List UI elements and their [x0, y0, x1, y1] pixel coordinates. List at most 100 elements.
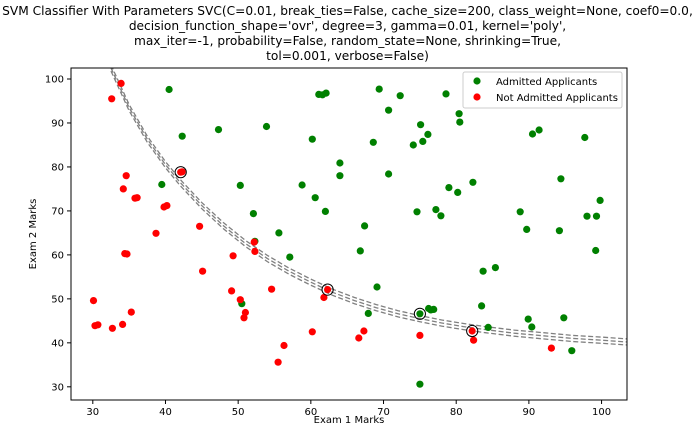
- admitted-point: [484, 323, 492, 331]
- not-admitted-point: [119, 320, 127, 328]
- chart-title: SVM Classifier With Parameters SVC(C=0.0…: [0, 4, 695, 64]
- support-vector-marker: [413, 307, 426, 320]
- admitted-point: [158, 180, 166, 189]
- y-tick-label: 60: [51, 250, 64, 261]
- not-admitted-point: [121, 250, 129, 258]
- x-tick-label: 30: [86, 407, 99, 418]
- admitted-point: [442, 90, 450, 98]
- admitted-point: [417, 121, 425, 129]
- not-admitted-point: [229, 252, 237, 260]
- support-vector-marker: [466, 324, 479, 338]
- admitted-point: [592, 212, 601, 220]
- x-tick-label: 70: [377, 407, 390, 418]
- not-admitted-point: [163, 202, 171, 210]
- support-vectors: [174, 166, 479, 338]
- admitted-point: [336, 172, 344, 180]
- admitted-point: [249, 210, 257, 218]
- admitted-point: [275, 229, 283, 237]
- x-tick-label: 90: [523, 407, 536, 418]
- admitted-point: [165, 85, 173, 94]
- admitted-point: [298, 181, 306, 189]
- not-admitted-point: [152, 229, 160, 237]
- admitted-point: [523, 225, 531, 233]
- admitted-point: [592, 246, 600, 255]
- not-admitted-point: [119, 185, 127, 193]
- data-points: [89, 79, 604, 388]
- admitted-point: [596, 196, 604, 204]
- admitted-point: [318, 91, 327, 99]
- not-admitted-point: [108, 95, 116, 103]
- admitted-point: [557, 175, 565, 183]
- y-tick-label: 80: [51, 162, 64, 173]
- admitted-point: [445, 184, 453, 192]
- x-tick-label: 80: [450, 407, 463, 418]
- not-admitted-point: [228, 287, 236, 295]
- not-admitted-point: [274, 358, 282, 366]
- admitted-point: [311, 194, 319, 202]
- not-admitted-point: [94, 321, 102, 329]
- y-tick-label: 50: [51, 294, 64, 305]
- boundary-line-level-0: [110, 68, 627, 343]
- admitted-point: [524, 315, 532, 323]
- support-vector-marker: [321, 283, 334, 296]
- admitted-point: [178, 132, 186, 140]
- not-admitted-point: [240, 314, 248, 322]
- not-admitted-point: [122, 172, 130, 180]
- not-admitted-point: [355, 334, 363, 342]
- x-tick-label: 40: [159, 407, 172, 418]
- admitted-point: [385, 170, 393, 178]
- not-admitted-point: [470, 336, 478, 344]
- admitted-point: [413, 208, 421, 216]
- admitted-point: [409, 141, 417, 149]
- admitted-point: [568, 347, 576, 355]
- admitted-point: [308, 135, 316, 143]
- admitted-point: [456, 118, 464, 126]
- not-admitted-point: [250, 238, 258, 246]
- admitted-point: [236, 181, 244, 189]
- not-admitted-point: [89, 297, 98, 305]
- y-tick-label: 40: [51, 338, 64, 349]
- admitted-point: [424, 130, 432, 138]
- admitted-point: [479, 267, 487, 275]
- admitted-point: [336, 159, 344, 167]
- not-admitted-point: [308, 328, 316, 336]
- legend-marker-admitted: [473, 77, 481, 85]
- not-admitted-point: [268, 285, 276, 293]
- not-admitted-point: [127, 308, 135, 316]
- title-line-3: max_iter=-1, probability=False, random_s…: [133, 34, 562, 48]
- admitted-point: [321, 207, 329, 215]
- admitted-point: [560, 314, 568, 322]
- not-admitted-point: [178, 168, 186, 176]
- admitted-point: [356, 247, 364, 255]
- not-admitted-point: [320, 293, 328, 302]
- admitted-point: [375, 85, 383, 93]
- admitted-point: [214, 126, 223, 134]
- admitted-point: [262, 122, 271, 131]
- not-admitted-point: [251, 247, 259, 255]
- y-tick-label: 100: [45, 74, 64, 85]
- admitted-point: [432, 206, 440, 214]
- admitted-point: [455, 110, 463, 118]
- admitted-point: [581, 133, 589, 142]
- admitted-point: [364, 309, 372, 317]
- y-tick-label: 90: [51, 118, 64, 129]
- y-tick-label: 70: [51, 206, 64, 217]
- legend-label-not-admitted: Not Admitted Applicants: [496, 93, 618, 104]
- not-admitted-point: [199, 267, 207, 275]
- plot-frame: [70, 67, 628, 401]
- admitted-point: [535, 126, 543, 134]
- title-line-1: SVM Classifier With Parameters SVC(C=0.0…: [2, 4, 693, 18]
- admitted-point: [555, 227, 564, 235]
- admitted-point: [478, 302, 486, 310]
- not-admitted-point: [547, 344, 556, 352]
- title-line-2: decision_function_shape='ovr', degree=3,…: [128, 19, 567, 33]
- x-tick-label: 50: [232, 407, 245, 418]
- not-admitted-point: [108, 324, 116, 332]
- not-admitted-point: [133, 194, 141, 202]
- admitted-point: [454, 188, 462, 196]
- legend: Admitted Applicants Not Admitted Applica…: [462, 71, 623, 109]
- admitted-point: [516, 208, 524, 216]
- admitted-point: [385, 106, 393, 114]
- admitted-point: [583, 212, 591, 220]
